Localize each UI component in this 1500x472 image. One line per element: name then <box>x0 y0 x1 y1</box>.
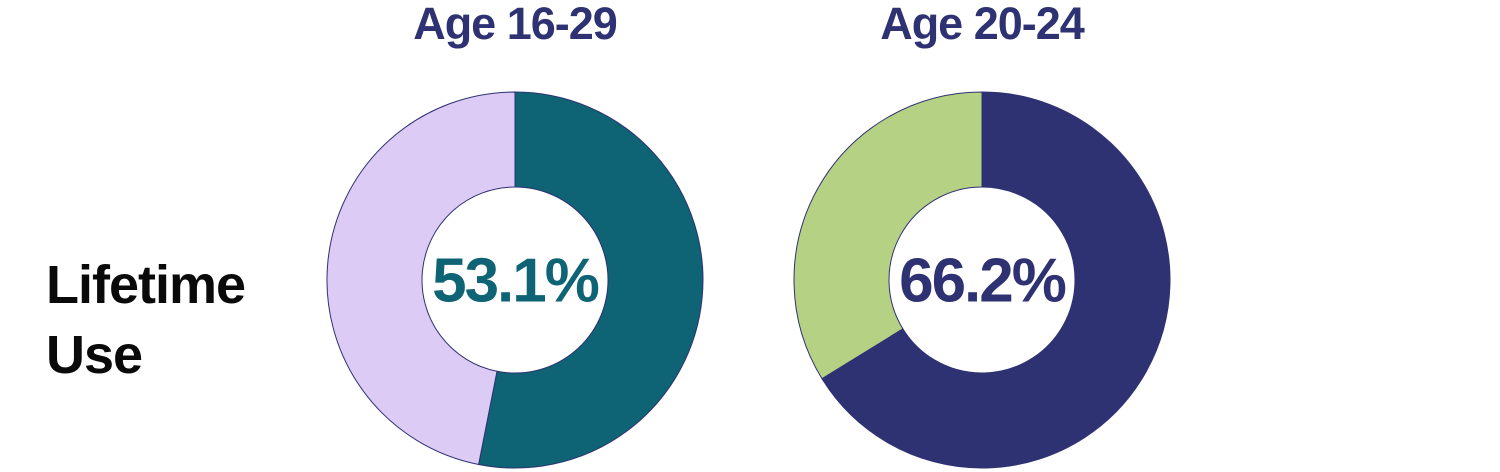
donut-center-value-age-16-29: 53.1% <box>432 246 600 316</box>
row-label-line2: Use <box>46 325 143 385</box>
donut-center-value-age-20-24: 66.2% <box>899 246 1067 316</box>
donut-segment-lifetime-use <box>821 91 1171 469</box>
row-label-line1: Lifetime <box>46 255 246 315</box>
donut-chart-age-20-24 <box>793 91 1171 469</box>
donut-segment-remainder <box>326 91 516 466</box>
row-label-lifetime-use: Lifetime Use <box>46 250 246 390</box>
donut-chart-age-16-29 <box>326 91 704 469</box>
chart-title-age-20-24: Age 20-24 <box>880 0 1085 49</box>
chart-title-age-16-29: Age 16-29 <box>413 0 618 49</box>
donut-segment-lifetime-use <box>478 91 704 469</box>
donut-segment-remainder <box>793 91 983 380</box>
